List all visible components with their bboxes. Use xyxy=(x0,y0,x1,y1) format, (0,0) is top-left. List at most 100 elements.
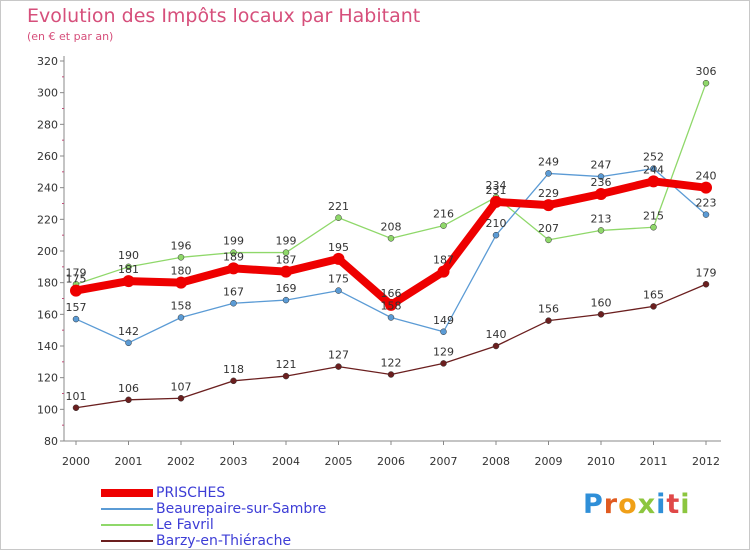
data-point xyxy=(282,372,290,380)
data-point xyxy=(282,296,290,304)
data-label: 207 xyxy=(538,222,559,235)
data-point xyxy=(125,339,132,347)
data-label: 249 xyxy=(538,155,559,168)
data-point xyxy=(545,170,552,177)
data-label: 208 xyxy=(381,220,402,233)
data-point xyxy=(492,231,500,239)
x-tick-label: 2012 xyxy=(692,455,720,468)
data-label: 231 xyxy=(486,184,507,197)
data-label: 252 xyxy=(643,151,664,164)
y-tick-label: 160 xyxy=(37,308,58,321)
data-point xyxy=(597,311,605,318)
data-point xyxy=(387,235,395,242)
data-point xyxy=(597,227,605,234)
data-label: 189 xyxy=(223,250,244,263)
data-point xyxy=(70,284,82,297)
legend-swatch xyxy=(101,508,153,510)
data-label: 306 xyxy=(696,65,717,78)
data-point xyxy=(545,236,552,244)
data-label: 187 xyxy=(433,254,454,267)
data-point xyxy=(702,211,710,218)
data-point xyxy=(282,249,290,256)
data-point xyxy=(72,315,80,323)
data-point xyxy=(702,281,710,288)
data-point xyxy=(72,404,80,411)
x-tick-label: 2001 xyxy=(115,455,143,468)
data-point xyxy=(702,79,710,87)
data-label: 129 xyxy=(433,345,454,358)
data-label: 179 xyxy=(696,266,717,279)
data-label: 140 xyxy=(486,328,507,341)
data-label: 199 xyxy=(276,235,297,248)
data-point xyxy=(650,224,657,231)
data-label: 118 xyxy=(223,363,244,376)
data-label: 107 xyxy=(171,380,192,393)
data-point xyxy=(122,275,135,288)
data-point xyxy=(177,254,185,261)
logo-letter: t xyxy=(666,489,681,520)
data-point xyxy=(650,165,657,172)
data-label: 167 xyxy=(223,285,244,298)
data-label: 210 xyxy=(486,217,507,230)
data-label: 229 xyxy=(538,187,559,200)
y-tick-label: 200 xyxy=(37,245,58,258)
data-point xyxy=(230,377,237,385)
y-tick-label: 260 xyxy=(37,150,58,163)
series-line xyxy=(75,82,707,285)
data-point xyxy=(335,214,342,221)
legend-label: Beaurepaire-sur-Sambre xyxy=(156,501,327,517)
x-tick-label: 2011 xyxy=(640,455,668,468)
logo-letter: o xyxy=(618,489,638,520)
data-point xyxy=(387,314,395,321)
data-point xyxy=(700,181,712,194)
legend-entry: Le Favril xyxy=(101,517,401,533)
data-label: 240 xyxy=(696,170,717,183)
data-label: 122 xyxy=(381,357,402,370)
data-label: 236 xyxy=(591,176,612,189)
series-points xyxy=(70,79,712,411)
data-label: 175 xyxy=(66,273,87,286)
x-tick-label: 2008 xyxy=(482,455,510,468)
data-point xyxy=(647,175,660,188)
x-tick-label: 2006 xyxy=(377,455,405,468)
legend: PRISCHES Beaurepaire-sur-Sambre Le Favril B… xyxy=(101,485,401,549)
axes: 80 100 120 140 160 180 200 220 240 260 280 300 320 20… xyxy=(37,55,721,468)
y-tick-label: 320 xyxy=(37,55,58,68)
data-point xyxy=(440,222,447,229)
data-label: 160 xyxy=(591,296,612,309)
data-label: 180 xyxy=(171,265,192,278)
data-label: 127 xyxy=(328,349,349,362)
y-tick-label: 240 xyxy=(37,182,58,195)
data-label: 187 xyxy=(276,254,297,267)
y-tick-label: 80 xyxy=(44,435,58,448)
data-point xyxy=(335,287,342,294)
y-tick-label: 100 xyxy=(37,403,58,416)
logo-letter: r xyxy=(603,489,619,520)
data-point xyxy=(385,298,397,311)
chart-subtitle: (en € et par an) xyxy=(27,30,114,43)
data-label: 199 xyxy=(223,235,244,248)
data-point xyxy=(440,328,447,335)
legend-swatch xyxy=(101,524,153,526)
data-point xyxy=(650,303,657,310)
logo-letter: P xyxy=(583,489,604,520)
data-label: 244 xyxy=(643,163,664,176)
x-tick-label: 2009 xyxy=(535,455,563,468)
y-tick-label: 140 xyxy=(37,340,58,353)
data-point xyxy=(387,371,395,378)
data-point xyxy=(437,265,450,278)
data-label: 190 xyxy=(118,249,139,262)
data-label: 175 xyxy=(328,273,349,286)
data-label: 121 xyxy=(276,358,297,371)
data-point xyxy=(595,188,607,200)
chart-title: Evolution des Impôts locaux par Habitant xyxy=(27,5,421,27)
proxiti-logo: Proxiti xyxy=(583,489,691,520)
x-tick-label: 2004 xyxy=(272,455,300,468)
legend-entry: Beaurepaire-sur-Sambre xyxy=(101,501,401,517)
legend-label: Le Favril xyxy=(156,517,214,533)
logo-letter: x xyxy=(637,489,657,520)
legend-swatch xyxy=(101,540,153,542)
data-point xyxy=(440,360,447,367)
data-point xyxy=(177,395,185,402)
